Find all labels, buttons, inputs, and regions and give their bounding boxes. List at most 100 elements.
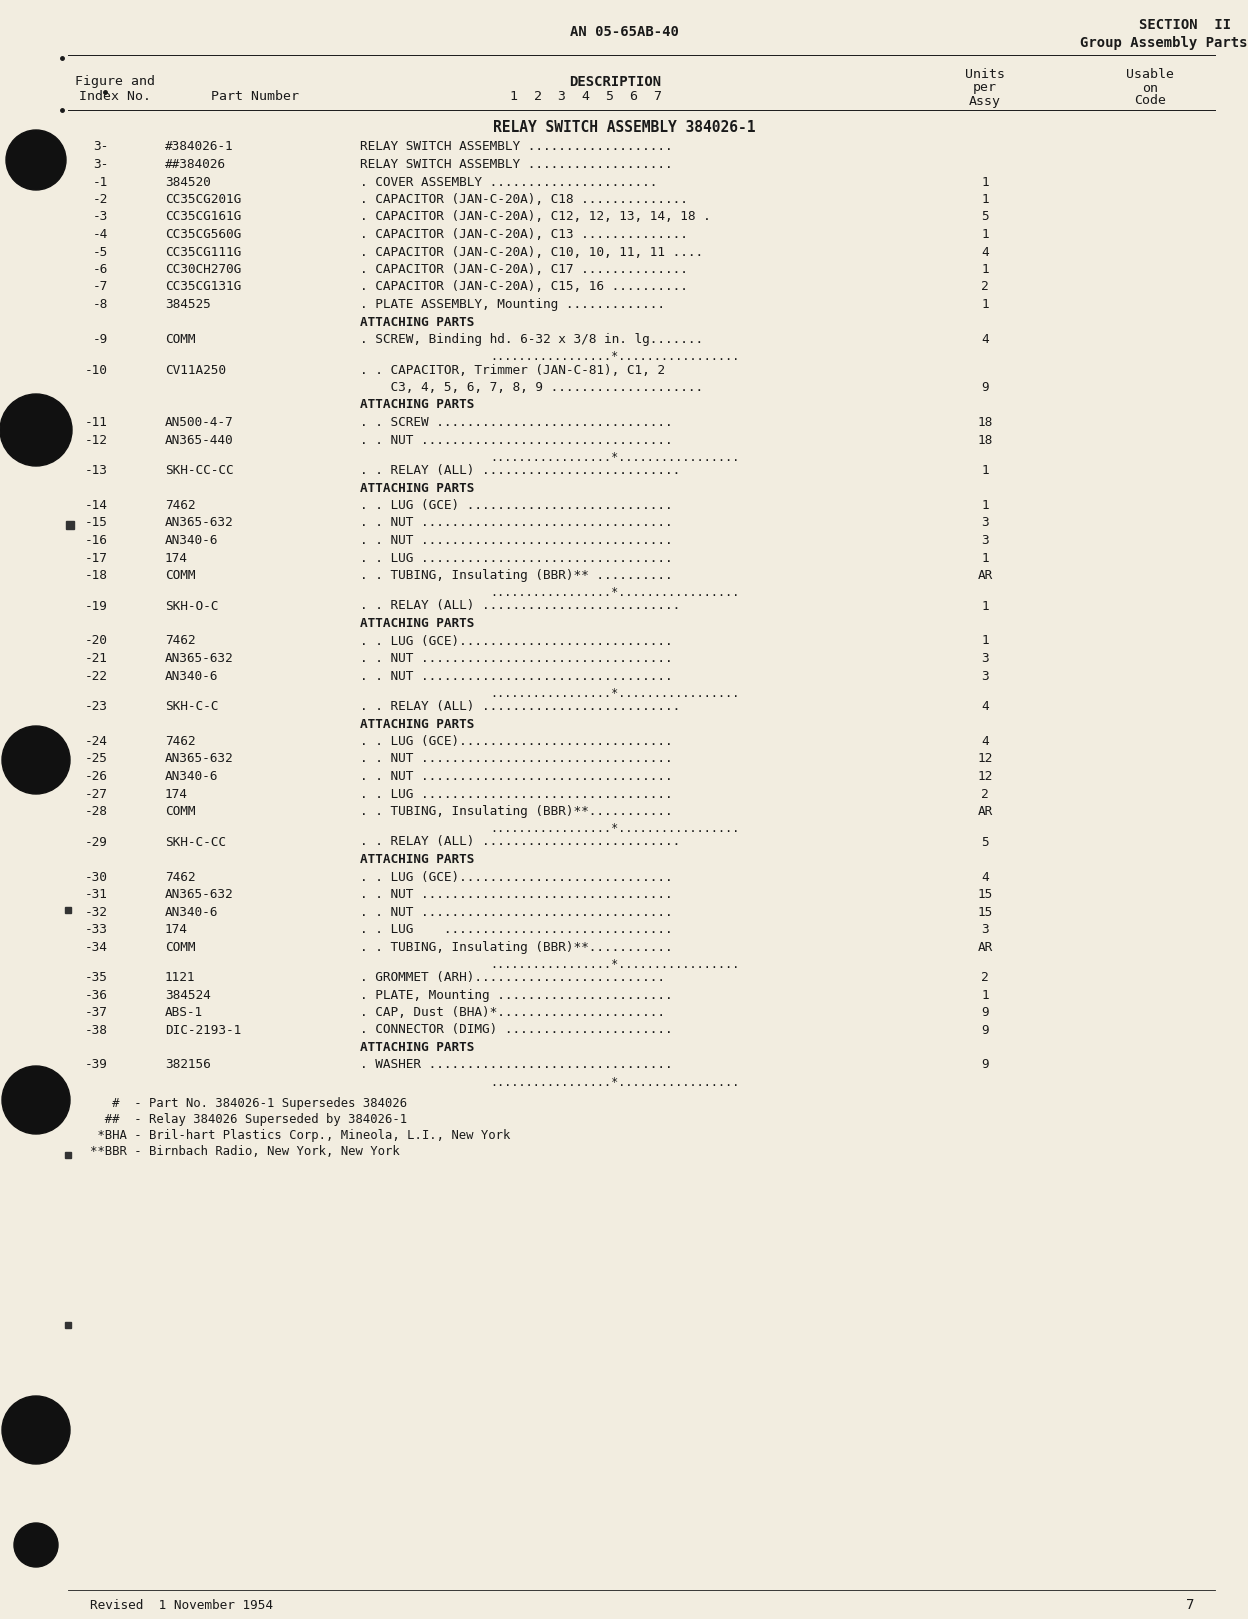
Text: -6: -6 [92,262,109,275]
Text: .................*.................: .................*................. [490,686,740,699]
Text: 1: 1 [981,635,988,648]
Text: . . NUT .................................: . . NUT ................................… [359,753,673,766]
Text: 4: 4 [981,699,988,712]
Text: -27: -27 [85,787,109,800]
Text: ATTACHING PARTS: ATTACHING PARTS [359,717,474,730]
Text: -7: -7 [92,280,109,293]
Text: ##384026: ##384026 [165,159,226,172]
Text: 1121: 1121 [165,971,196,984]
Text: .................*.................: .................*................. [490,958,740,971]
Text: -3: -3 [92,210,109,223]
Text: 9: 9 [981,1059,988,1072]
Text: **BBR - Birnbach Radio, New York, New York: **BBR - Birnbach Radio, New York, New Yo… [90,1145,399,1158]
Text: . CAPACITOR (JAN-C-20A), C17 ..............: . CAPACITOR (JAN-C-20A), C17 ...........… [359,262,688,275]
Text: 7: 7 [1186,1598,1194,1613]
Text: -28: -28 [85,805,109,818]
Text: CC35CG111G: CC35CG111G [165,246,241,259]
Text: . . LUG (GCE)............................: . . LUG (GCE)...........................… [359,871,673,884]
Text: 1: 1 [981,989,988,1002]
Text: COMM: COMM [165,941,196,954]
Text: -24: -24 [85,735,109,748]
Text: . . LUG (GCE)............................: . . LUG (GCE)...........................… [359,735,673,748]
Text: 1  2  3  4  5  6  7: 1 2 3 4 5 6 7 [510,91,661,104]
Text: -34: -34 [85,941,109,954]
Circle shape [2,1065,70,1133]
Text: . . TUBING, Insulating (BBR)**...........: . . TUBING, Insulating (BBR)**..........… [359,805,673,818]
Text: 3: 3 [981,534,988,547]
Text: -21: -21 [85,652,109,665]
Text: -36: -36 [85,989,109,1002]
Text: -1: -1 [92,175,109,188]
Text: . GROMMET (ARH).........................: . GROMMET (ARH)......................... [359,971,665,984]
Text: RELAY SWITCH ASSEMBLY ...................: RELAY SWITCH ASSEMBLY ..................… [359,159,673,172]
Text: -2: -2 [92,193,109,206]
Text: . . LUG (GCE)............................: . . LUG (GCE)...........................… [359,635,673,648]
Text: Figure and: Figure and [75,76,155,89]
Text: .................*.................: .................*................. [490,1077,740,1090]
Text: SKH-C-C: SKH-C-C [165,699,218,712]
Text: -10: -10 [85,364,109,377]
Text: . . LUG .................................: . . LUG ................................… [359,787,673,800]
Text: 7462: 7462 [165,871,196,884]
Text: CV11A250: CV11A250 [165,364,226,377]
Text: -26: -26 [85,771,109,784]
Text: CC35CG201G: CC35CG201G [165,193,241,206]
Text: . . LUG .................................: . . LUG ................................… [359,552,673,565]
Text: Usable: Usable [1126,68,1174,81]
Text: 3-: 3- [92,159,109,172]
Text: AN365-632: AN365-632 [165,516,233,529]
Text: 5: 5 [981,835,988,848]
Text: -9: -9 [92,334,109,346]
Text: 382156: 382156 [165,1059,211,1072]
Text: . PLATE, Mounting .......................: . PLATE, Mounting ......................… [359,989,673,1002]
Text: AR: AR [977,568,992,581]
Text: 12: 12 [977,753,992,766]
Text: 3: 3 [981,516,988,529]
Text: Code: Code [1134,94,1166,107]
Text: -39: -39 [85,1059,109,1072]
Text: 7462: 7462 [165,499,196,512]
Text: . . NUT .................................: . . NUT ................................… [359,516,673,529]
Text: 1: 1 [981,193,988,206]
Text: . . TUBING, Insulating (BBR)**...........: . . TUBING, Insulating (BBR)**..........… [359,941,673,954]
Text: Revised  1 November 1954: Revised 1 November 1954 [90,1598,273,1611]
Text: . . CAPACITOR, Trimmer (JAN-C-81), C1, 2: . . CAPACITOR, Trimmer (JAN-C-81), C1, 2 [359,364,665,377]
Text: Units: Units [965,68,1005,81]
Text: -37: -37 [85,1005,109,1018]
Text: 3: 3 [981,923,988,936]
Text: -35: -35 [85,971,109,984]
Text: -15: -15 [85,516,109,529]
Text: 7462: 7462 [165,635,196,648]
Text: . . RELAY (ALL) ..........................: . . RELAY (ALL) ........................… [359,835,680,848]
Text: . . RELAY (ALL) ..........................: . . RELAY (ALL) ........................… [359,465,680,478]
Text: . WASHER ................................: . WASHER ...............................… [359,1059,673,1072]
Text: SKH-C-CC: SKH-C-CC [165,835,226,848]
Text: -4: -4 [92,228,109,241]
Text: AN340-6: AN340-6 [165,905,218,918]
Text: 18: 18 [977,434,992,447]
Text: -38: -38 [85,1023,109,1036]
Text: -11: -11 [85,416,109,429]
Text: . . NUT .................................: . . NUT ................................… [359,534,673,547]
Text: 7462: 7462 [165,735,196,748]
Text: . . NUT .................................: . . NUT ................................… [359,670,673,683]
Text: . COVER ASSEMBLY ......................: . COVER ASSEMBLY ...................... [359,175,658,188]
Text: AN 05-65AB-40: AN 05-65AB-40 [569,24,679,39]
Text: 1: 1 [981,228,988,241]
Text: -17: -17 [85,552,109,565]
Text: -13: -13 [85,465,109,478]
Text: -5: -5 [92,246,109,259]
Text: . . RELAY (ALL) ..........................: . . RELAY (ALL) ........................… [359,599,680,612]
Text: -22: -22 [85,670,109,683]
Text: 2: 2 [981,971,988,984]
Text: -32: -32 [85,905,109,918]
Text: CC30CH270G: CC30CH270G [165,262,241,275]
Text: . . NUT .................................: . . NUT ................................… [359,434,673,447]
Circle shape [2,725,70,793]
Circle shape [2,1396,70,1464]
Text: 384524: 384524 [165,989,211,1002]
Circle shape [14,1523,57,1567]
Text: SECTION  II: SECTION II [1139,18,1231,32]
Text: -8: -8 [92,298,109,311]
Text: 1: 1 [981,298,988,311]
